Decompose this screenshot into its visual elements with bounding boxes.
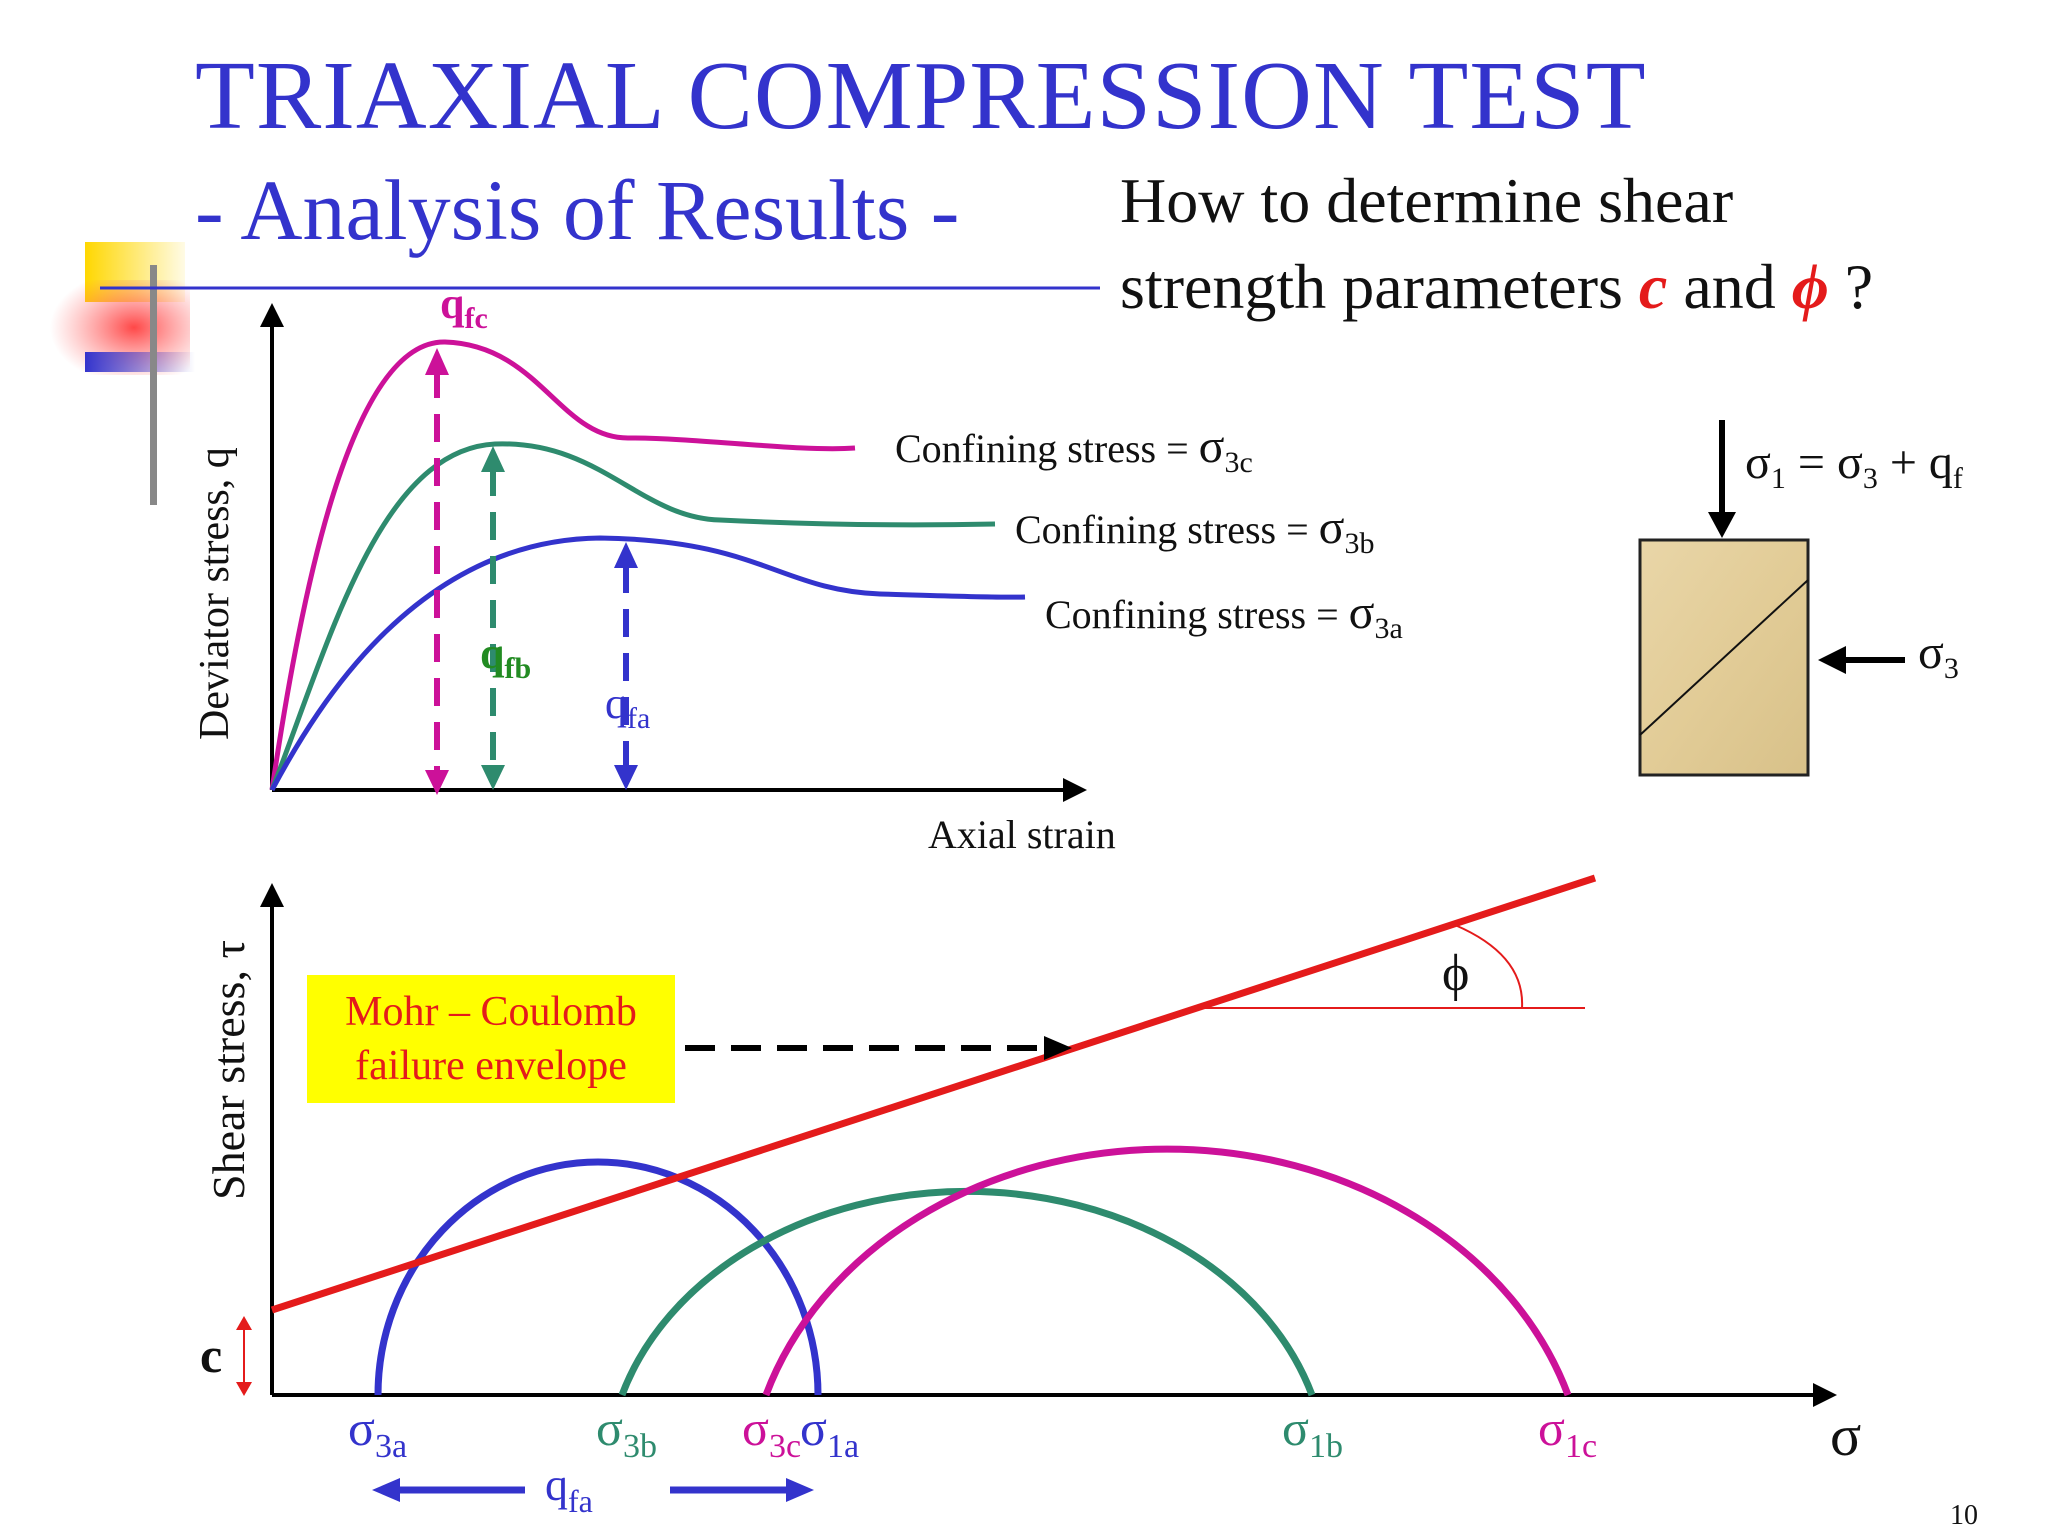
corner-logo-icon xyxy=(50,242,195,505)
peak-arrow-a xyxy=(614,542,638,790)
mohr-circle-b xyxy=(618,1187,1316,1397)
peak-arrow-c xyxy=(425,348,449,795)
failure-envelope xyxy=(270,874,1597,1314)
mohr-circle-a xyxy=(374,1158,822,1396)
q-axis-label: Deviator stress, q xyxy=(192,447,238,740)
qfc-label: qfc xyxy=(440,279,488,335)
qfb-label: qfb xyxy=(480,629,531,685)
envelope-callout-box xyxy=(307,975,675,1103)
sigma1-equation: σ1 = σ3 + qf xyxy=(1745,436,1963,495)
confining-label-a: Confining stress = σ3a xyxy=(1045,586,1403,645)
tick-label-1a: σ1a xyxy=(800,1400,859,1465)
slide-title: TRIAXIAL COMPRESSION TEST xyxy=(195,42,1647,150)
strain-axis-label: Axial strain xyxy=(928,812,1116,857)
phi-angle-arc xyxy=(1454,924,1524,1009)
tick-label-3b: σ3b xyxy=(596,1400,657,1465)
c-symbol: c xyxy=(1638,251,1668,322)
tick-label-3c: σ3c xyxy=(742,1400,801,1465)
stress-strain-plot: Deviator stress, q Axial strain qfc qfb … xyxy=(192,279,1403,857)
peak-arrow-b xyxy=(481,446,505,790)
tau-axis-label: Shear stress, τ xyxy=(203,940,254,1200)
cohesion-label: c xyxy=(200,1327,222,1383)
phi-symbol: ϕ xyxy=(1791,251,1829,322)
tick-label-3a: σ3a xyxy=(348,1400,407,1465)
curve-a xyxy=(269,535,1026,792)
tick-label-1b: σ1b xyxy=(1282,1400,1343,1465)
failure-plane xyxy=(1639,579,1809,736)
curve-c xyxy=(269,339,856,791)
confining-label-c: Confining stress = σ3c xyxy=(895,420,1253,479)
question-line-2: strength parameters c and ϕ ? xyxy=(1120,251,1874,322)
mohr-circle-c xyxy=(762,1145,1572,1397)
sigma-axis-label: σ xyxy=(1830,1403,1861,1468)
qfa-span-label: qfa xyxy=(545,1459,593,1519)
confining-label-b: Confining stress = σ3b xyxy=(1015,501,1375,560)
specimen-diagram: σ1 = σ3 + qf σ3 xyxy=(1638,420,1963,777)
sigma3-label: σ3 xyxy=(1918,626,1959,685)
slide-subtitle: - Analysis of Results - xyxy=(195,162,960,258)
qfa-label: qfa xyxy=(605,679,650,735)
question-text: How to determine shear strength paramete… xyxy=(1120,158,1873,330)
envelope-callout-text: Mohr – Coulomb failure envelope xyxy=(345,989,637,1089)
phi-label: ϕ xyxy=(1442,945,1469,1002)
tick-label-1c: σ1c xyxy=(1538,1400,1597,1465)
question-line-1: How to determine shear xyxy=(1120,165,1734,236)
curve-b xyxy=(269,441,996,791)
page-number: 10 xyxy=(1950,1500,1978,1531)
